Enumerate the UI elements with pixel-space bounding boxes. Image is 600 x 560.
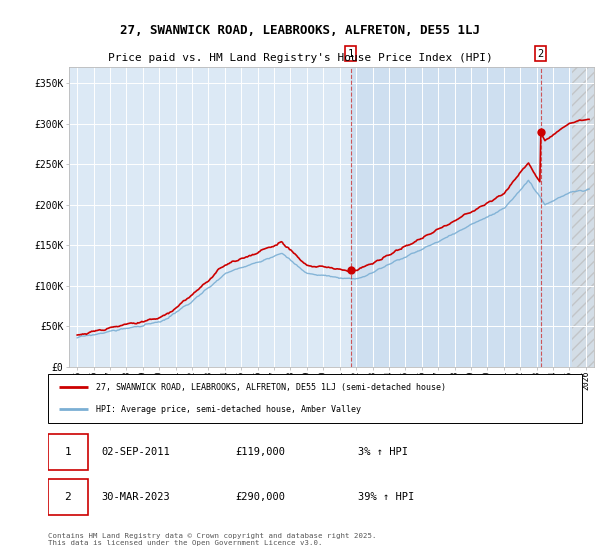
Text: 02-SEP-2011: 02-SEP-2011 <box>101 447 170 457</box>
Text: 3% ↑ HPI: 3% ↑ HPI <box>358 447 408 457</box>
Text: 1: 1 <box>64 447 71 457</box>
Bar <box>572 67 594 367</box>
Text: 27, SWANWICK ROAD, LEABROOKS, ALFRETON, DE55 1LJ (semi-detached house): 27, SWANWICK ROAD, LEABROOKS, ALFRETON, … <box>96 383 446 392</box>
Text: 1: 1 <box>347 49 354 59</box>
Text: Contains HM Land Registry data © Crown copyright and database right 2025.
This d: Contains HM Land Registry data © Crown c… <box>48 533 377 546</box>
Text: 2: 2 <box>538 49 544 59</box>
FancyBboxPatch shape <box>48 434 88 470</box>
Text: £290,000: £290,000 <box>235 492 285 502</box>
Text: HPI: Average price, semi-detached house, Amber Valley: HPI: Average price, semi-detached house,… <box>96 405 361 414</box>
Text: 39% ↑ HPI: 39% ↑ HPI <box>358 492 414 502</box>
Text: 30-MAR-2023: 30-MAR-2023 <box>101 492 170 502</box>
Text: £119,000: £119,000 <box>235 447 285 457</box>
Bar <box>350 67 572 367</box>
Text: 2: 2 <box>64 492 71 502</box>
FancyBboxPatch shape <box>48 479 88 515</box>
Text: Price paid vs. HM Land Registry's House Price Index (HPI): Price paid vs. HM Land Registry's House … <box>107 53 493 63</box>
Text: 27, SWANWICK ROAD, LEABROOKS, ALFRETON, DE55 1LJ: 27, SWANWICK ROAD, LEABROOKS, ALFRETON, … <box>120 24 480 38</box>
